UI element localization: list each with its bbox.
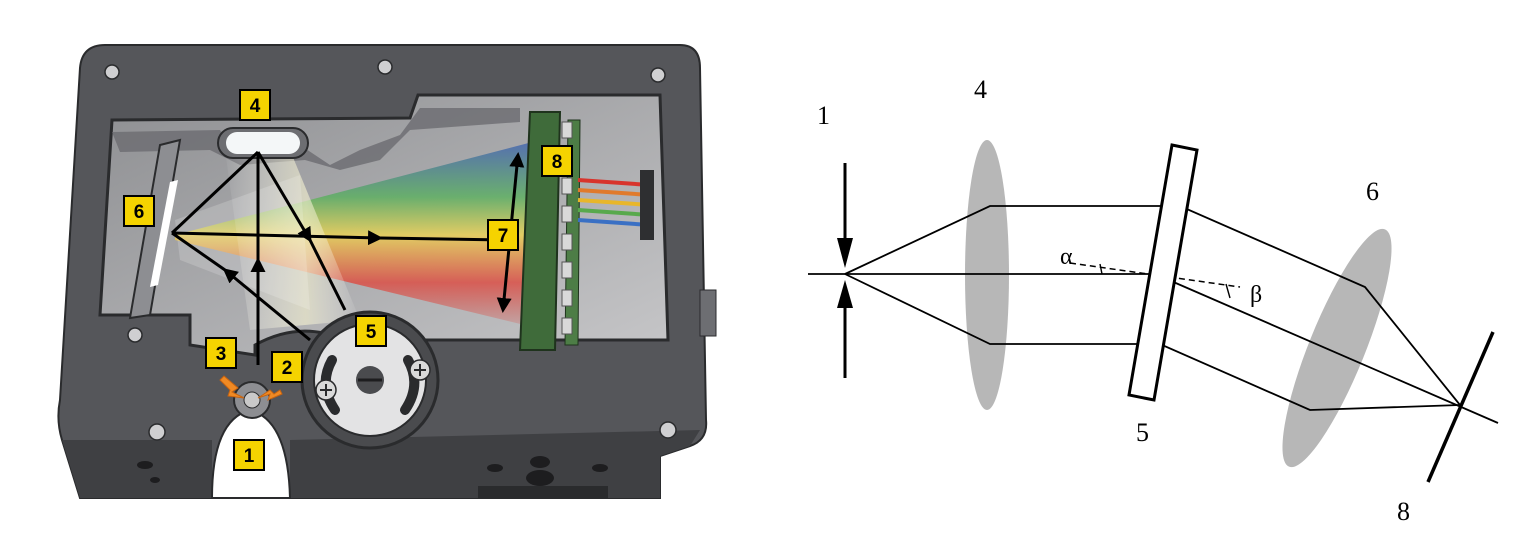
svg-text:5: 5 bbox=[366, 322, 377, 343]
bottom-holes bbox=[137, 456, 608, 486]
alpha-label: α bbox=[1060, 244, 1073, 270]
label-5: 5 bbox=[1136, 418, 1149, 447]
ray-path bbox=[170, 150, 506, 365]
svg-text:7: 7 bbox=[498, 226, 509, 247]
svg-text:8: 8 bbox=[552, 152, 563, 173]
filter-wheel-slot-right bbox=[400, 355, 420, 415]
callout-8: 8 bbox=[541, 145, 573, 177]
housing-screws bbox=[104, 59, 677, 441]
housing-bottom-face bbox=[62, 440, 212, 498]
collimating-mirror-surface bbox=[226, 132, 300, 154]
grating-5 bbox=[1127, 143, 1199, 402]
ribbon-cable bbox=[577, 178, 651, 227]
svg-text:6: 6 bbox=[134, 202, 145, 223]
side-connector bbox=[699, 289, 717, 337]
label-6: 6 bbox=[1366, 177, 1379, 206]
beta-label: β bbox=[1250, 282, 1262, 308]
slit-arrow-bottom bbox=[837, 280, 853, 308]
dispersed-spectrum bbox=[175, 140, 545, 330]
lens-4 bbox=[965, 140, 1009, 410]
callout-6: 6 bbox=[123, 195, 155, 227]
callout-2: 2 bbox=[271, 351, 303, 383]
filter-wheel-screw-crosses bbox=[320, 364, 426, 396]
svg-text:2: 2 bbox=[282, 358, 293, 379]
spectrometer-cutaway: 1 2 3 4 5 6 7 bbox=[57, 44, 717, 499]
cavity-top-lip bbox=[112, 108, 520, 170]
svg-text:3: 3 bbox=[216, 344, 227, 365]
bottom-connector bbox=[478, 486, 608, 498]
focus-beam bbox=[175, 175, 310, 310]
grating-surface bbox=[150, 180, 178, 287]
detector-8 bbox=[1426, 331, 1495, 483]
beta-arc bbox=[1225, 283, 1231, 299]
callout-4: 4 bbox=[239, 89, 271, 121]
slit-orange-arrows bbox=[219, 375, 283, 401]
svg-text:4: 4 bbox=[250, 96, 261, 117]
label-4: 4 bbox=[974, 75, 987, 104]
callout-7: 7 bbox=[487, 219, 519, 251]
lens-6 bbox=[1282, 228, 1392, 468]
entrance-slit bbox=[243, 391, 261, 409]
callout-1: 1 bbox=[233, 439, 265, 471]
callout-5: 5 bbox=[355, 315, 387, 347]
slit-arrow-top bbox=[837, 238, 853, 268]
callout-labels: 1 2 3 4 5 6 7 bbox=[123, 89, 573, 471]
cable-connector bbox=[640, 170, 654, 240]
label-8: 8 bbox=[1397, 497, 1410, 526]
label-1: 1 bbox=[817, 101, 830, 130]
svg-text:1: 1 bbox=[244, 446, 255, 467]
optical-schematic: 1 4 5 6 8 α β bbox=[808, 75, 1499, 526]
callout-3: 3 bbox=[205, 337, 237, 369]
diffraction-grating bbox=[128, 138, 182, 320]
alpha-arc bbox=[1099, 263, 1103, 275]
